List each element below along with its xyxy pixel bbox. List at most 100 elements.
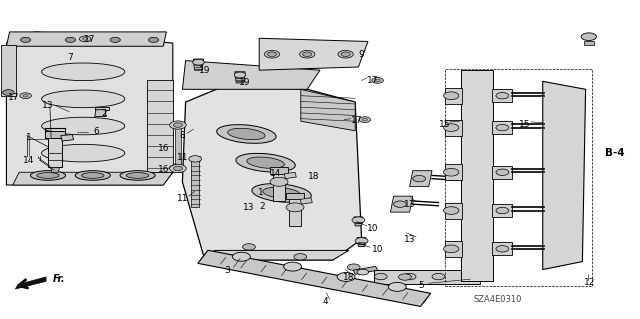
- Polygon shape: [445, 164, 462, 180]
- Circle shape: [496, 207, 509, 214]
- Polygon shape: [357, 238, 366, 247]
- Text: 18: 18: [308, 172, 319, 181]
- Circle shape: [496, 246, 509, 252]
- Circle shape: [148, 37, 159, 42]
- Polygon shape: [353, 266, 378, 274]
- Text: 17: 17: [84, 35, 95, 44]
- Text: 18: 18: [343, 273, 355, 282]
- Circle shape: [286, 203, 304, 212]
- Circle shape: [352, 217, 365, 223]
- Text: 11: 11: [177, 194, 189, 203]
- Text: 2: 2: [101, 109, 106, 118]
- Text: 1: 1: [26, 133, 31, 142]
- Circle shape: [270, 177, 288, 186]
- Circle shape: [374, 273, 387, 280]
- Ellipse shape: [217, 125, 276, 143]
- Circle shape: [338, 50, 353, 58]
- Circle shape: [23, 94, 28, 97]
- Circle shape: [341, 52, 350, 56]
- Polygon shape: [445, 88, 462, 104]
- Circle shape: [83, 38, 88, 40]
- Circle shape: [65, 37, 76, 42]
- Text: 14: 14: [23, 156, 35, 165]
- Text: 13: 13: [404, 200, 415, 209]
- Text: 15: 15: [439, 120, 451, 129]
- Circle shape: [110, 37, 120, 42]
- Text: 9: 9: [359, 50, 364, 59]
- Ellipse shape: [236, 153, 295, 172]
- Text: 13: 13: [42, 101, 54, 110]
- Polygon shape: [543, 81, 586, 270]
- Polygon shape: [300, 198, 312, 204]
- Circle shape: [496, 124, 509, 131]
- Circle shape: [496, 93, 509, 99]
- Polygon shape: [13, 172, 173, 185]
- Polygon shape: [492, 166, 512, 179]
- Text: 7: 7: [68, 53, 73, 62]
- Polygon shape: [390, 196, 413, 212]
- Circle shape: [403, 273, 416, 280]
- Text: 10: 10: [372, 245, 383, 254]
- Circle shape: [189, 156, 202, 162]
- Text: 19: 19: [199, 66, 211, 75]
- Ellipse shape: [127, 173, 148, 178]
- Circle shape: [234, 72, 246, 78]
- Circle shape: [444, 124, 459, 131]
- Polygon shape: [1, 45, 16, 96]
- Circle shape: [170, 121, 186, 129]
- Circle shape: [173, 123, 182, 127]
- Polygon shape: [354, 217, 363, 226]
- Circle shape: [173, 166, 182, 171]
- Circle shape: [496, 169, 509, 175]
- Polygon shape: [235, 72, 245, 83]
- Circle shape: [337, 272, 355, 281]
- Circle shape: [355, 238, 368, 244]
- Polygon shape: [259, 38, 368, 70]
- Text: 17: 17: [351, 116, 363, 125]
- Ellipse shape: [120, 171, 155, 180]
- Polygon shape: [205, 250, 349, 260]
- Circle shape: [284, 262, 301, 271]
- Circle shape: [20, 37, 31, 42]
- Circle shape: [193, 59, 204, 65]
- Text: 2: 2: [260, 202, 265, 211]
- Circle shape: [268, 52, 276, 56]
- Text: 13: 13: [243, 204, 254, 212]
- Text: 4: 4: [323, 297, 328, 306]
- Polygon shape: [270, 167, 288, 174]
- Polygon shape: [445, 120, 462, 136]
- Text: 8: 8: [180, 131, 185, 140]
- Ellipse shape: [82, 173, 104, 178]
- Polygon shape: [193, 59, 204, 70]
- Ellipse shape: [42, 117, 125, 135]
- Polygon shape: [175, 121, 181, 172]
- Ellipse shape: [36, 173, 60, 178]
- Circle shape: [581, 33, 596, 41]
- Text: 14: 14: [269, 169, 281, 178]
- Polygon shape: [191, 156, 199, 207]
- Circle shape: [303, 52, 312, 56]
- Text: 6: 6: [93, 127, 99, 136]
- Ellipse shape: [252, 184, 311, 202]
- Polygon shape: [61, 135, 74, 141]
- Polygon shape: [492, 89, 512, 102]
- Circle shape: [399, 274, 412, 280]
- Circle shape: [348, 264, 360, 270]
- Circle shape: [467, 273, 480, 280]
- Polygon shape: [51, 167, 60, 172]
- Polygon shape: [6, 32, 166, 46]
- Polygon shape: [286, 193, 304, 199]
- Circle shape: [375, 79, 380, 82]
- Circle shape: [300, 50, 315, 58]
- Text: SZA4E0310: SZA4E0310: [474, 295, 522, 304]
- Text: 11: 11: [177, 153, 189, 162]
- Text: 17: 17: [367, 76, 379, 85]
- Text: Fr.: Fr.: [52, 274, 65, 284]
- Polygon shape: [273, 169, 285, 201]
- Polygon shape: [374, 270, 480, 284]
- Circle shape: [432, 273, 445, 280]
- Polygon shape: [289, 195, 301, 226]
- Circle shape: [243, 244, 255, 250]
- Circle shape: [20, 93, 31, 99]
- Polygon shape: [445, 241, 462, 257]
